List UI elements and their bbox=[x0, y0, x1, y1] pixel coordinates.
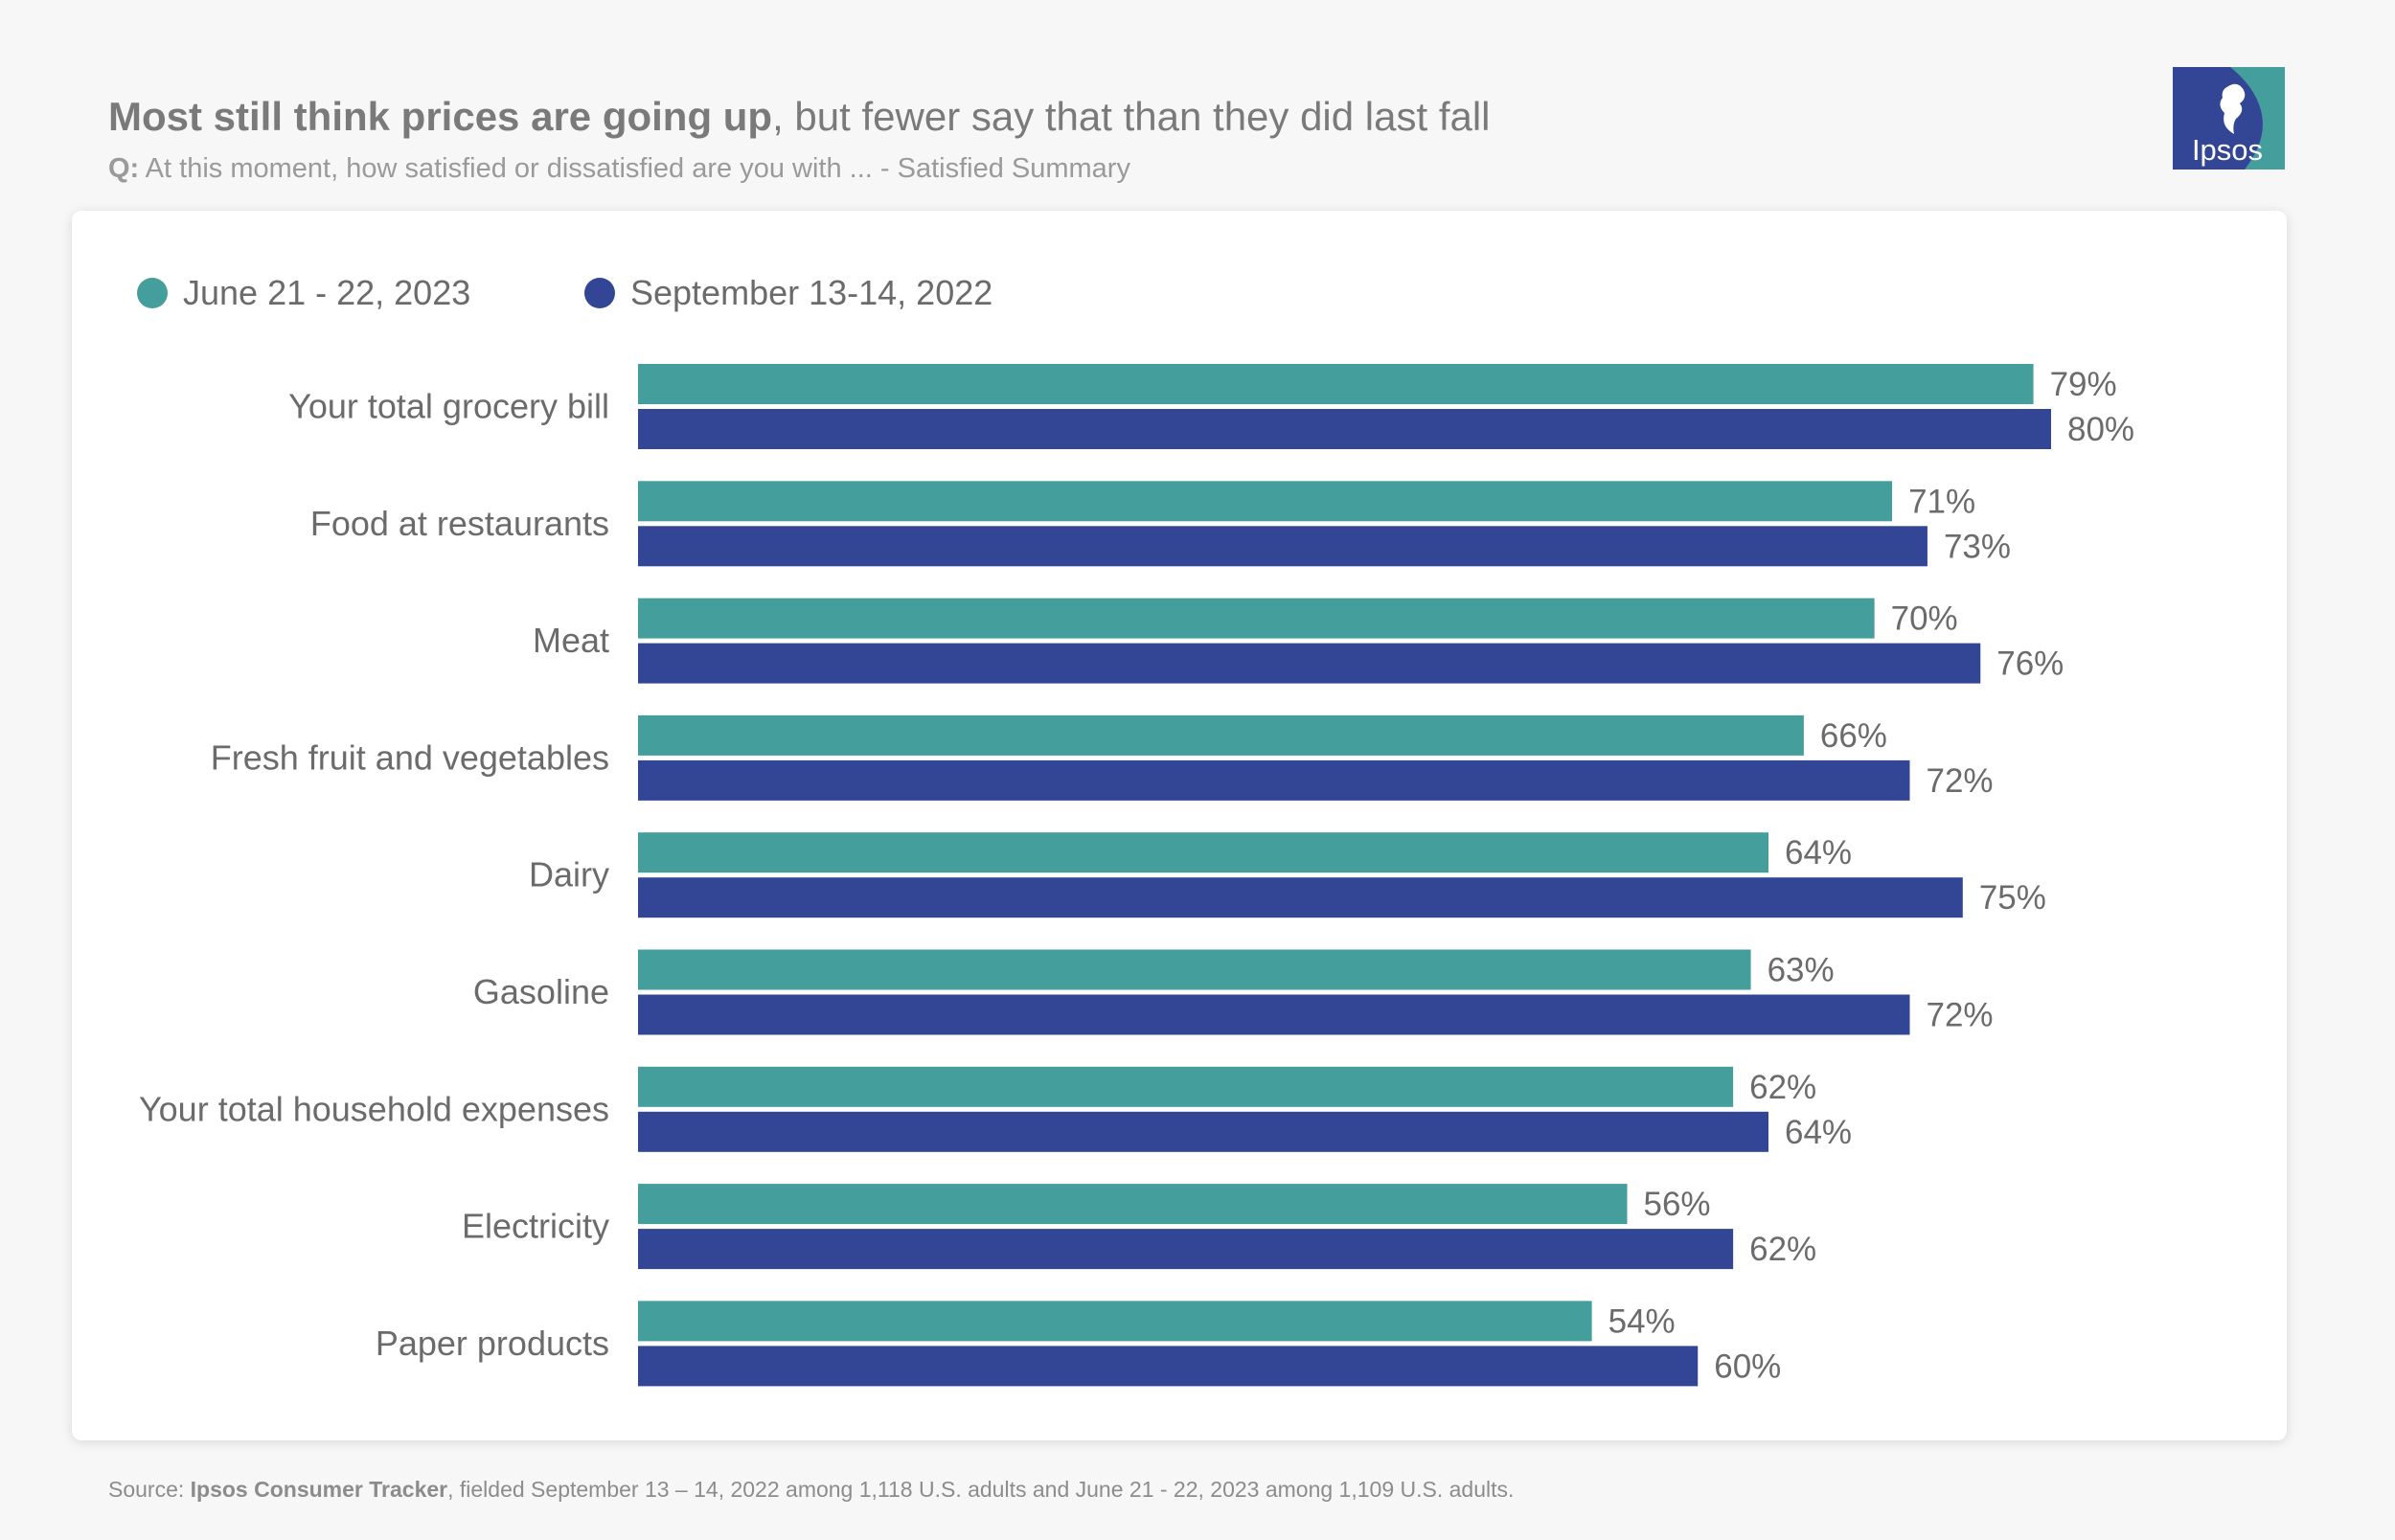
source-bold: Ipsos Consumer Tracker bbox=[190, 1477, 448, 1502]
category-group: Paper products 54% 60% bbox=[376, 1301, 1781, 1387]
bar-series-2 bbox=[638, 877, 1963, 918]
bar-series-1 bbox=[638, 949, 1751, 990]
page-title: Most still think prices are going up, bu… bbox=[108, 94, 1491, 140]
legend-item-1: June 21 - 22, 2023 bbox=[137, 273, 470, 312]
category-label: Food at restaurants bbox=[310, 504, 609, 543]
data-label: 71% bbox=[1908, 483, 1975, 520]
category-label: Your total grocery bill bbox=[288, 387, 609, 426]
data-label: 64% bbox=[1785, 1114, 1852, 1151]
category-label: Electricity bbox=[462, 1207, 609, 1246]
legend-marker bbox=[584, 278, 615, 308]
data-label: 73% bbox=[1944, 528, 2011, 565]
category-group: Your total grocery bill 79% 80% bbox=[288, 364, 2134, 449]
category-label: Your total household expenses bbox=[139, 1089, 609, 1128]
bar-series-1 bbox=[638, 364, 2034, 404]
data-label: 76% bbox=[1996, 645, 2064, 683]
bar-series-1 bbox=[638, 832, 1768, 873]
title-rest: , but fewer say that than they did last … bbox=[772, 94, 1491, 139]
subtitle-rest: At this moment, how satisfied or dissati… bbox=[139, 153, 1130, 184]
logo-head-silhouette bbox=[2220, 83, 2246, 134]
legend-label: September 13-14, 2022 bbox=[630, 273, 992, 312]
source-prefix: Source: bbox=[108, 1477, 191, 1502]
data-label: 75% bbox=[1979, 879, 2046, 917]
data-label: 62% bbox=[1749, 1069, 1816, 1106]
logo-text: Ipsos bbox=[2192, 133, 2263, 167]
category-label: Paper products bbox=[376, 1324, 609, 1363]
bar-series-1 bbox=[638, 481, 1893, 522]
ipsos-logo: Ipsos bbox=[2173, 67, 2285, 170]
data-label: 62% bbox=[1749, 1231, 1816, 1268]
chart-card: June 21 - 22, 2023 September 13-14, 2022 Y… bbox=[72, 211, 2287, 1440]
category-group: Food at restaurants 71% 73% bbox=[310, 481, 2011, 567]
bar-series-1 bbox=[638, 1301, 1592, 1342]
category-group: Fresh fruit and vegetables 66% 72% bbox=[211, 714, 1994, 801]
bar-series-1 bbox=[638, 1066, 1734, 1107]
data-label: 80% bbox=[2067, 411, 2134, 448]
bar-series-1 bbox=[638, 1184, 1628, 1225]
legend-marker bbox=[137, 278, 168, 308]
bar-series-1 bbox=[638, 714, 1804, 756]
bar-series-2 bbox=[638, 409, 2051, 449]
bar-series-2 bbox=[638, 994, 1910, 1035]
category-label: Meat bbox=[533, 621, 609, 660]
data-label: 64% bbox=[1785, 834, 1852, 872]
category-group: Electricity 56% 62% bbox=[462, 1184, 1816, 1270]
data-label: 56% bbox=[1644, 1186, 1711, 1223]
bar-series-2 bbox=[638, 526, 1927, 567]
category-group: Gasoline 63% 72% bbox=[473, 949, 1994, 1035]
bar-series-2 bbox=[638, 1346, 1699, 1387]
data-label: 66% bbox=[1820, 717, 1887, 755]
category-label: Fresh fruit and vegetables bbox=[211, 737, 609, 777]
data-label: 60% bbox=[1714, 1348, 1781, 1385]
category-group: Dairy 64% 75% bbox=[529, 832, 2046, 918]
category-label: Gasoline bbox=[473, 972, 609, 1011]
category-group: Your total household expenses 62% 64% bbox=[139, 1066, 1852, 1152]
title-bold: Most still think prices are going up bbox=[108, 94, 773, 139]
bar-series-2 bbox=[638, 1111, 1768, 1152]
data-label: 72% bbox=[1927, 997, 1994, 1034]
category-group: Meat 70% 76% bbox=[533, 598, 2064, 684]
data-label: 63% bbox=[1768, 952, 1835, 989]
legend-label: June 21 - 22, 2023 bbox=[183, 273, 470, 312]
data-label: 79% bbox=[2050, 366, 2117, 403]
bar-series-2 bbox=[638, 1229, 1734, 1270]
bar-series-2 bbox=[638, 643, 1981, 684]
subtitle-q: Q: bbox=[108, 153, 140, 184]
bar-series-1 bbox=[638, 598, 1875, 639]
category-label: Dairy bbox=[529, 855, 609, 895]
source-note: Source: Ipsos Consumer Tracker, fielded … bbox=[108, 1477, 1514, 1503]
logo-teal-swoosh bbox=[2230, 67, 2285, 170]
data-label: 72% bbox=[1927, 762, 1994, 800]
data-label: 54% bbox=[1608, 1302, 1676, 1340]
bar-chart: June 21 - 22, 2023 September 13-14, 2022 Y… bbox=[137, 273, 2134, 1387]
source-rest: , fielded September 13 – 14, 2022 among … bbox=[447, 1477, 1515, 1502]
bar-series-2 bbox=[638, 759, 1910, 801]
legend-item-2: September 13-14, 2022 bbox=[584, 273, 992, 312]
data-label: 70% bbox=[1891, 600, 1958, 638]
question-subtitle: Q: At this moment, how satisfied or diss… bbox=[108, 153, 1130, 185]
